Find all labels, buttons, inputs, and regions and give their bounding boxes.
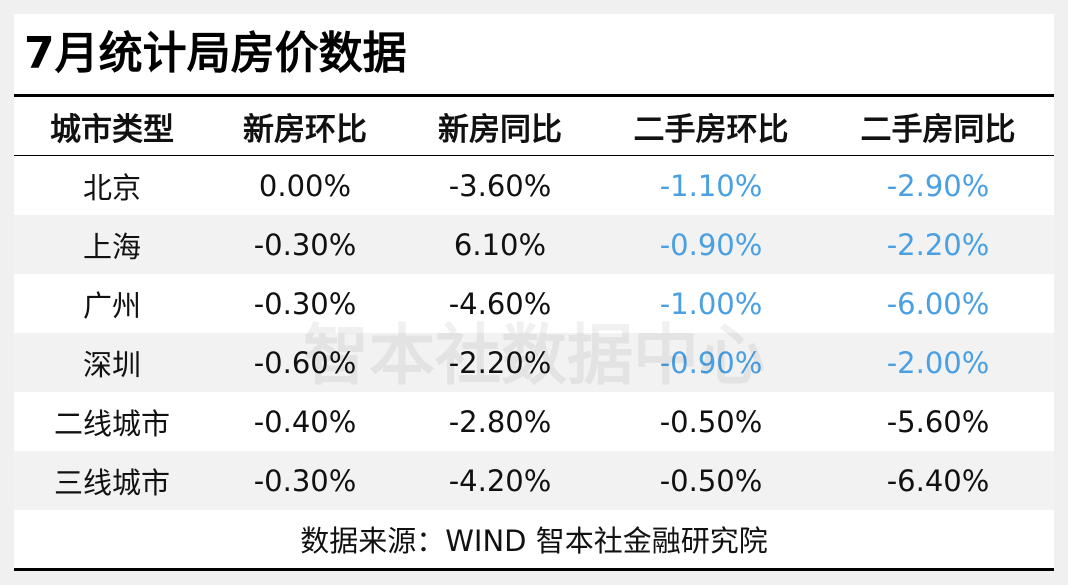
row-label: 北京: [82, 170, 141, 205]
table-cell: -0.60%: [253, 345, 357, 380]
table-cell: -2.90%: [886, 168, 990, 203]
table-cell: -1.10%: [659, 168, 763, 203]
column-header: 二手房环比: [633, 111, 789, 148]
table-cell: -2.20%: [886, 227, 990, 262]
table-cell: -2.80%: [448, 404, 552, 439]
table-cell: -2.20%: [448, 345, 552, 380]
row-label: 二线城市: [53, 406, 170, 441]
row-label: 上海: [82, 229, 141, 264]
column-header: 新房环比: [243, 111, 367, 148]
table-cell: -0.30%: [253, 286, 357, 321]
header-row: 城市类型 新房环比 新房同比 二手房环比 二手房同比: [14, 97, 1054, 156]
table-cell: 6.10%: [453, 227, 547, 262]
table-cell: -6.00%: [886, 286, 990, 321]
table-cell: -6.40%: [886, 463, 990, 498]
table-cell: -5.60%: [886, 404, 990, 439]
column-header: 新房同比: [438, 111, 562, 148]
table-cell: -1.00%: [659, 286, 763, 321]
table-cell: -0.30%: [253, 463, 357, 498]
table-row: 广州 -0.30% -4.60% -1.00% -6.00%: [14, 274, 1054, 333]
table-cell: -0.50%: [659, 463, 763, 498]
table-row: 上海 -0.30% 6.10% -0.90% -2.20%: [14, 215, 1054, 274]
table-cell: -4.20%: [448, 463, 552, 498]
table-cell: -0.90%: [659, 345, 763, 380]
table-cell: -0.50%: [659, 404, 763, 439]
column-header: 二手房同比: [860, 111, 1016, 148]
source: 数据来源：WIND 智本社金融研究院: [300, 524, 768, 558]
table-row: 三线城市 -0.30% -4.20% -0.50% -6.40%: [14, 451, 1054, 510]
panel: 7月统计局房价数据 城市类型 新房环比 新房同比 二手房环比 二手房同比 北京 0…: [14, 14, 1054, 571]
table-cell: -2.00%: [886, 345, 990, 380]
table-cell: -0.30%: [253, 227, 357, 262]
table-body: 北京 0.00% -3.60% -1.10% -2.90% 上海 -0.30% 6.10% -0…: [14, 156, 1054, 510]
table-cell: -0.90%: [659, 227, 763, 262]
table-cell: -4.60%: [448, 286, 552, 321]
row-label: 广州: [82, 288, 141, 323]
table-cell: 0.00%: [258, 168, 352, 203]
table-row: 深圳 -0.60% -2.20% -0.90% -2.00%: [14, 333, 1054, 392]
table-row: 二线城市 -0.40% -2.80% -0.50% -5.60%: [14, 392, 1054, 451]
row-label: 三线城市: [53, 465, 170, 500]
source-row: 数据来源：WIND 智本社金融研究院: [14, 510, 1054, 571]
table-row: 北京 0.00% -3.60% -1.10% -2.90%: [14, 156, 1054, 215]
row-label: 深圳: [82, 347, 141, 382]
table: 城市类型 新房环比 新房同比 二手房环比 二手房同比 北京 0.00% -3.60%…: [14, 94, 1054, 571]
title: 7月统计局房价数据: [24, 28, 407, 79]
table-cell: -0.40%: [253, 404, 357, 439]
table-cell: -3.60%: [448, 168, 552, 203]
column-header: 城市类型: [50, 111, 174, 148]
